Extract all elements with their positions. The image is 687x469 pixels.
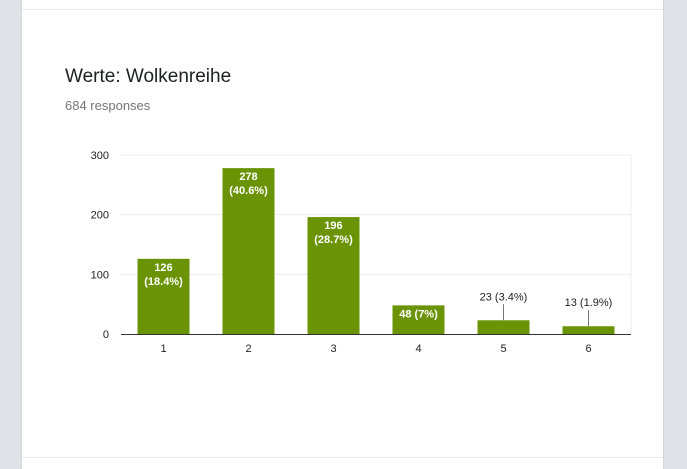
bar [392,305,445,334]
x-tick-label: 5 [500,343,506,355]
x-tick-label: 1 [160,343,166,355]
y-tick-label: 300 [91,150,109,162]
data-label: (40.6%) [229,185,268,197]
bar [562,326,615,334]
card-bottom-divider [22,457,663,458]
data-label: (18.4%) [144,276,183,288]
y-tick-label: 200 [91,210,109,222]
data-label: 278 [239,171,257,183]
y-tick-label: 100 [91,269,109,281]
question-title: Werte: Wolkenreihe [65,66,232,87]
y-tick-label: 0 [103,329,109,341]
data-label: 196 [324,220,342,232]
x-tick-label: 4 [415,343,421,355]
x-tick-label: 2 [245,343,251,355]
data-label: 13 (1.9%) [565,297,613,309]
bar [222,168,275,334]
response-count: 684 responses [65,98,151,113]
data-label: 23 (3.4%) [480,291,528,303]
data-label: 48 (7%) [399,308,438,320]
bar [477,320,530,334]
data-label: (28.7%) [314,234,353,246]
x-tick-label: 6 [585,343,591,355]
card-top-divider [22,9,663,10]
bar [307,217,360,334]
data-label: 126 [154,262,172,274]
x-tick-label: 3 [330,343,336,355]
bar [137,258,190,334]
